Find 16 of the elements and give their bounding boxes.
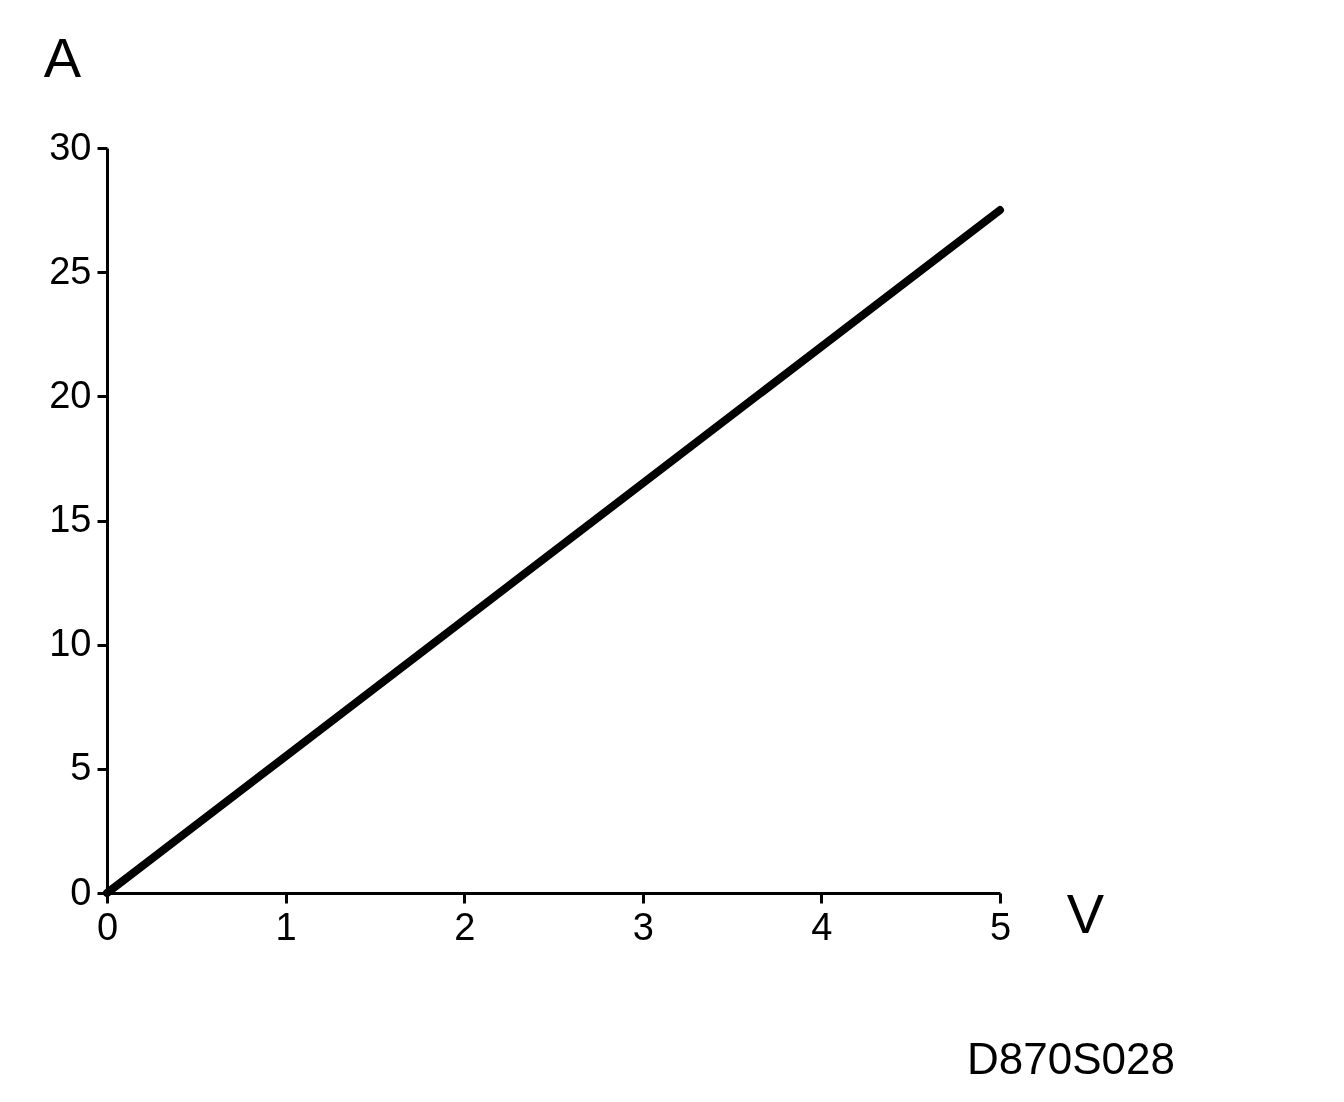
y-tick-label: 5 bbox=[70, 746, 92, 789]
y-tick-label: 20 bbox=[49, 373, 92, 416]
y-tick-label: 10 bbox=[49, 622, 92, 665]
y-tick-label: 25 bbox=[49, 249, 92, 292]
x-tick-label: 3 bbox=[632, 905, 654, 948]
y-tick-label: 30 bbox=[49, 125, 92, 168]
x-axis-title: V bbox=[1066, 881, 1105, 945]
y-tick-label: 15 bbox=[49, 498, 92, 540]
x-tick-label: 0 bbox=[96, 905, 119, 948]
y-axis-title: A bbox=[43, 25, 82, 89]
text: D870S028 bbox=[967, 1034, 1175, 1083]
x-tick-label: 2 bbox=[454, 905, 476, 948]
x-tick-label: 4 bbox=[811, 905, 833, 948]
y-tick-label: 0 bbox=[70, 870, 92, 913]
x-tick-label: 5 bbox=[989, 905, 1012, 948]
x-tick-label: 1 bbox=[275, 905, 297, 948]
